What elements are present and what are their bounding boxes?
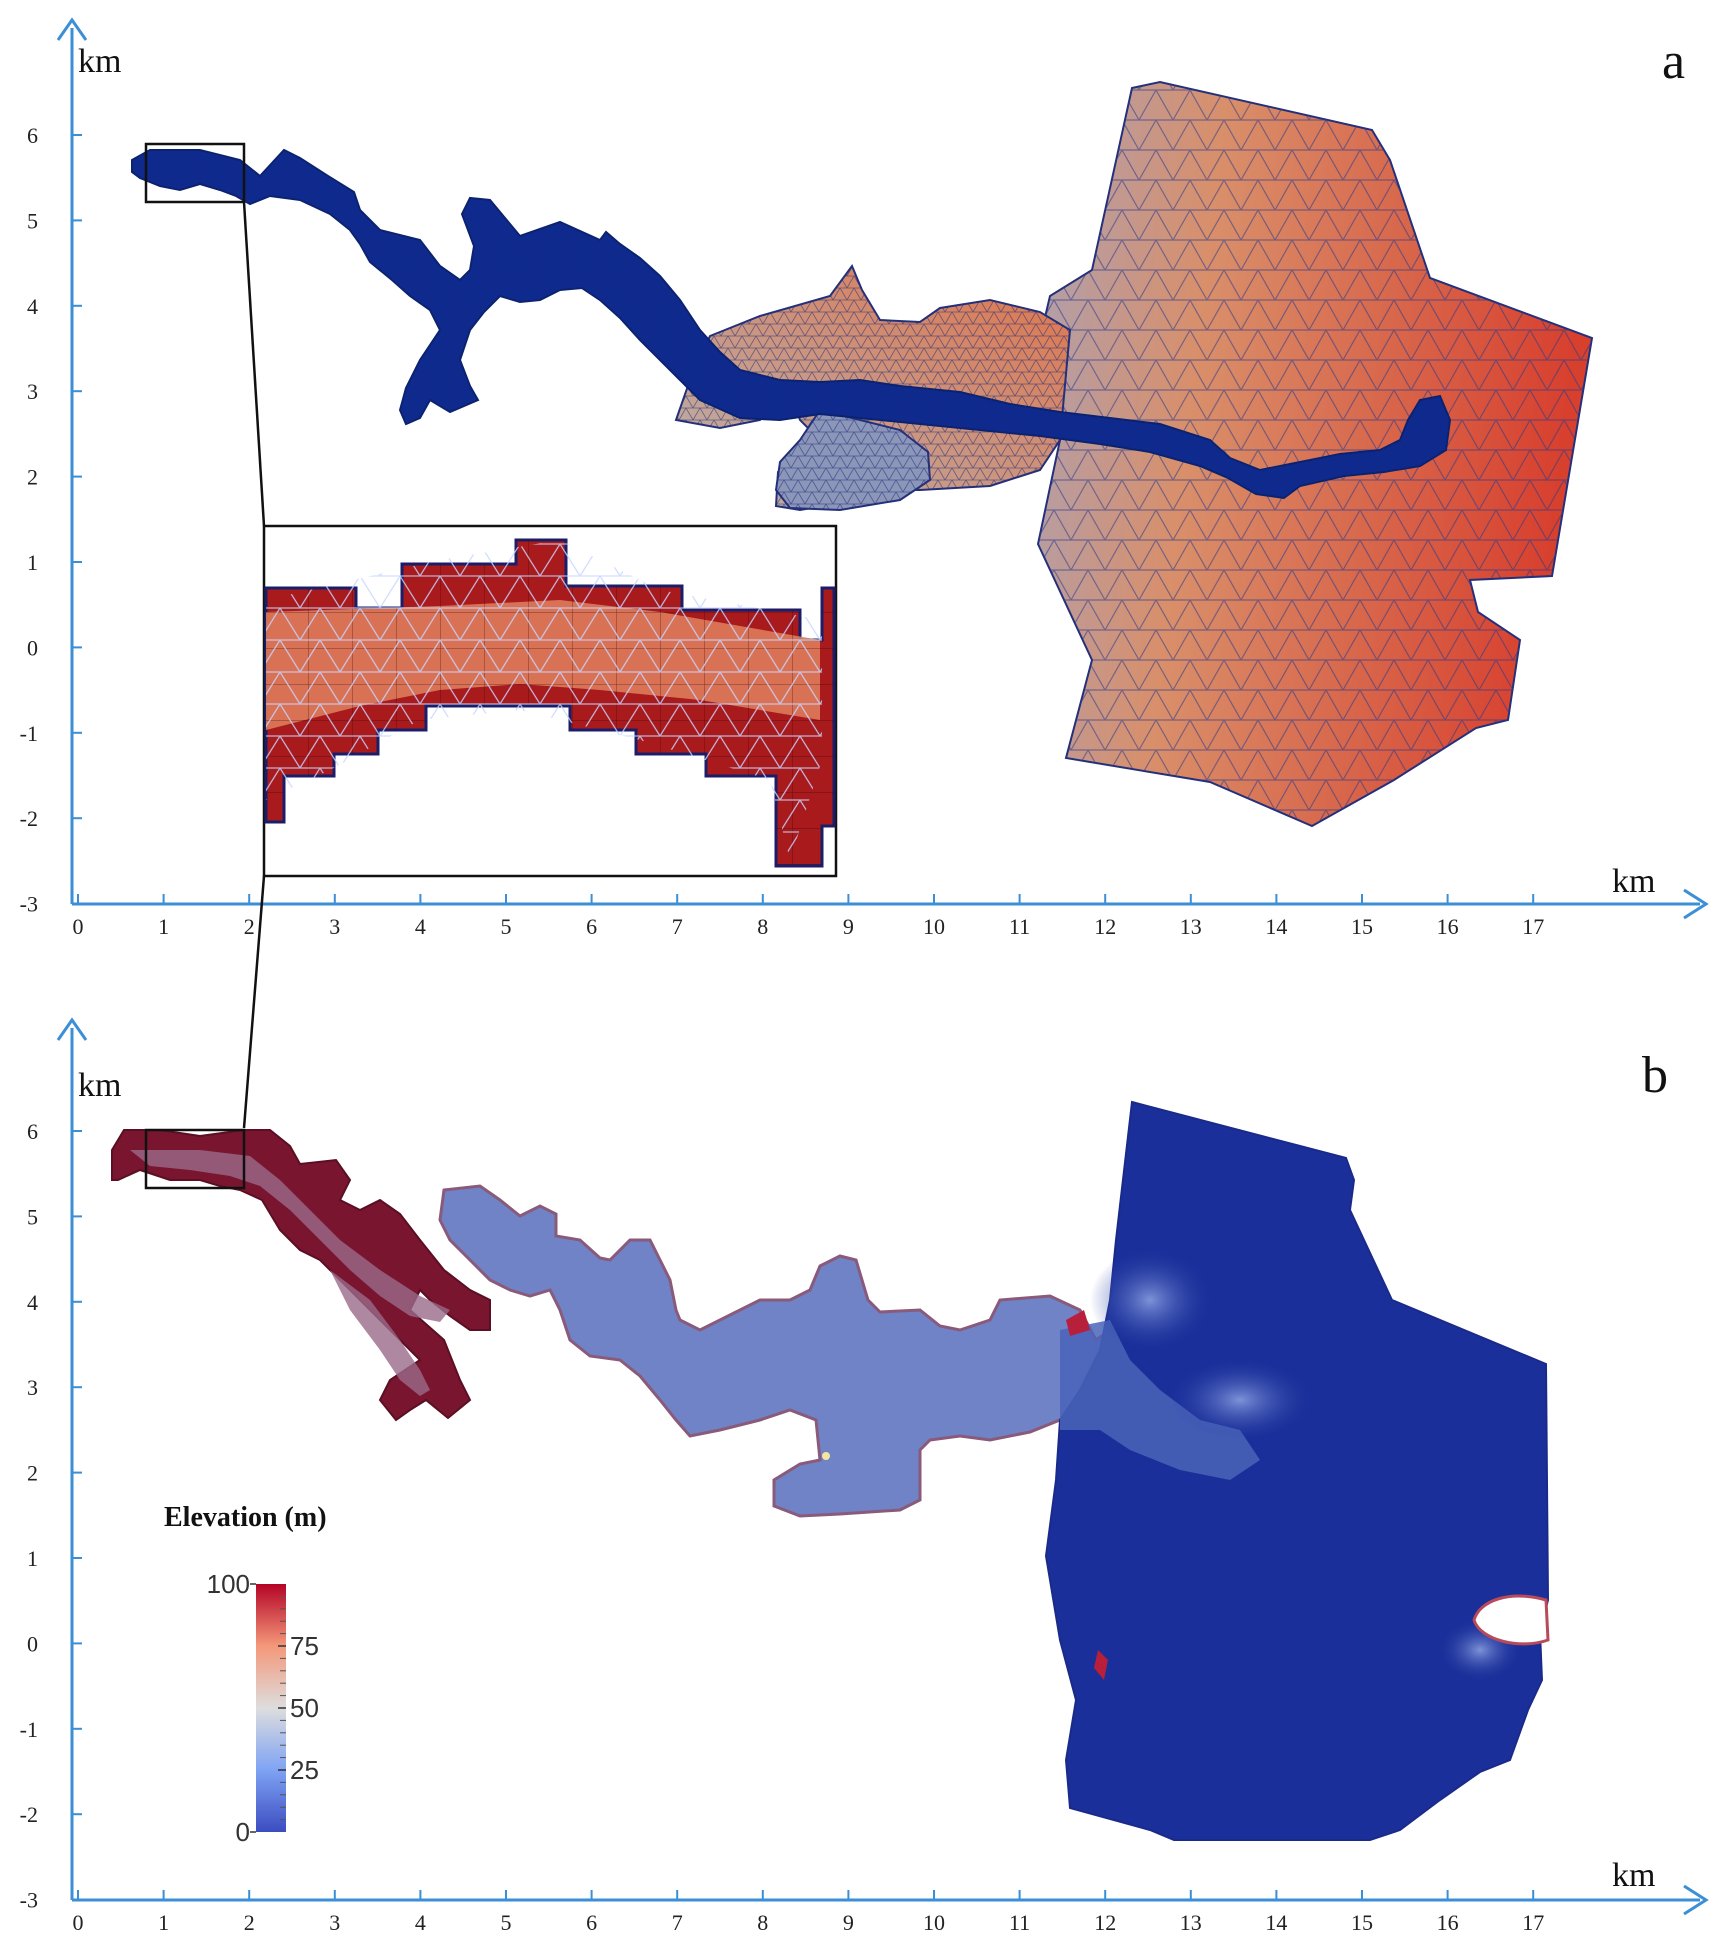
panel-a: 0 1 2 3 4 5 6 7 8 9 10 11 12 13 14 15 16 17 6543210-1-2-3… <box>20 17 1709 939</box>
panel-a-x-tick-label: 10 <box>923 914 945 939</box>
panel-b-x-tick-label: 8 <box>757 1910 768 1935</box>
panel-a-x-tick-label: 5 <box>501 914 512 939</box>
panel-b-x-tick-label: 2 <box>244 1910 255 1935</box>
panel-b-x-tick-label: 12 <box>1094 1910 1116 1935</box>
panel-a-axes: 0 1 2 3 4 5 6 7 8 9 10 11 12 13 14 15 16 17 6543210-1-2-3… <box>20 17 1709 939</box>
panel-a-y-tick-label: 4 <box>27 294 38 319</box>
colorbar-label: 0 <box>236 1817 250 1847</box>
panel-b-x-tick-label: 14 <box>1265 1910 1287 1935</box>
panel-b-x-tick-label: 7 <box>672 1910 683 1935</box>
panel-a-x-tick-label: 11 <box>1009 914 1030 939</box>
panel-b-y-tick-label: 0 <box>27 1631 38 1656</box>
panel-a-x-tick-label: 9 <box>843 914 854 939</box>
panel-b-x-tick-label: 17 <box>1522 1910 1544 1935</box>
colorbar-label: 75 <box>290 1631 319 1661</box>
elevation-map <box>111 1100 1550 1841</box>
panel-b-y-unit: km <box>78 1067 121 1104</box>
panel-a-letter: a <box>1662 33 1685 90</box>
panel-b-x-tick-label: 15 <box>1351 1910 1373 1935</box>
panel-a-x-tick-label: 7 <box>672 914 683 939</box>
panel-b-x-tick-label: 11 <box>1009 1910 1030 1935</box>
panel-b-y-tick-label: -1 <box>20 1717 38 1742</box>
panel-a-y-tick-label: 5 <box>27 208 38 233</box>
panel-a-x-tick-label: 12 <box>1094 914 1116 939</box>
panel-b-y-tick-label: -3 <box>20 1888 38 1913</box>
panel-b-x-tick-label: 5 <box>501 1910 512 1935</box>
elev-channel-inner <box>130 1150 450 1322</box>
elev-transition <box>1060 1320 1260 1480</box>
panel-b-x-tick-label: 13 <box>1180 1910 1202 1935</box>
inset-zoom <box>262 524 838 878</box>
panel-b-x-tick-label: 3 <box>329 1910 340 1935</box>
panel-a-x-tick-label: 16 <box>1437 914 1459 939</box>
mesh-domain <box>131 80 1594 828</box>
colorbar: Elevation (m) 100 75 50 25 0 <box>164 1502 327 1847</box>
panel-a-y-tick-label: 0 <box>27 635 38 660</box>
colorbar-label: 50 <box>290 1693 319 1723</box>
panel-b-axes: 0 1 2 3 4 5 6 7 8 9 10 11 12 13 14 15 16 17 6543210-1-2-3… <box>20 1017 1709 1935</box>
panel-b-x-tick-label: 4 <box>415 1910 426 1935</box>
panel-a-y-tick-label: 2 <box>27 465 38 490</box>
panel-b-x-tick-label: 0 <box>73 1910 84 1935</box>
panel-b-x-arrow <box>1683 1884 1709 1916</box>
panel-b-y-tick-label: 6 <box>27 1119 38 1144</box>
panel-a-x-unit: km <box>1612 863 1655 900</box>
panel-a-x-tick-label: 4 <box>415 914 426 939</box>
panel-a-y-tick-label: 6 <box>27 123 38 148</box>
panel-b-x-tick-label: 9 <box>843 1910 854 1935</box>
panel-b-x-tick-label: 1 <box>158 1910 169 1935</box>
panel-b-x-tick-label: 16 <box>1437 1910 1459 1935</box>
elev-marker-point <box>822 1452 830 1460</box>
panel-a-y-unit: km <box>78 43 121 80</box>
panel-a-y-arrow <box>56 17 88 41</box>
inset-mesh <box>266 540 822 860</box>
colorbar-label: 25 <box>290 1755 319 1785</box>
elev-river-banks <box>111 1129 491 1422</box>
panel-b-x-unit: km <box>1612 1857 1655 1894</box>
panel-a-y-tick-label: 3 <box>27 379 38 404</box>
connector-line-upper <box>242 201 266 527</box>
panel-a-x-tick-label: 1 <box>158 914 169 939</box>
panel-b-y-arrow <box>56 1017 88 1041</box>
panel-b-y-tick-label: 5 <box>27 1204 38 1229</box>
panel-b-y-tick-label: -2 <box>20 1802 38 1827</box>
panel-b-x-tick-label: 10 <box>923 1910 945 1935</box>
panel-b-y-tick-label: 1 <box>27 1546 38 1571</box>
panel-a-x-tick-label: 6 <box>586 914 597 939</box>
connector-line-lower <box>242 875 266 1129</box>
elev-middle-reach <box>438 1184 1112 1518</box>
mesh-outer-triangles <box>1026 82 1592 826</box>
panel-b-x-tick-label: 6 <box>586 1910 597 1935</box>
panel-b-y-tick-label: 3 <box>27 1375 38 1400</box>
panel-a-x-tick-label: 15 <box>1351 914 1373 939</box>
panel-b-y-tick-label: 2 <box>27 1461 38 1486</box>
elev-notch <box>1472 1594 1550 1646</box>
panel-a-x-tick-label: 2 <box>244 914 255 939</box>
panel-b-letter: b <box>1642 1047 1668 1104</box>
panel-a-x-tick-label: 3 <box>329 914 340 939</box>
panel-a-y-tick-label: -2 <box>20 806 38 831</box>
panel-a-x-tick-label: 13 <box>1180 914 1202 939</box>
panel-a-x-tick-label: 0 <box>73 914 84 939</box>
panel-a-y-tick-label: -1 <box>20 721 38 746</box>
panel-b-y-tick-label: 4 <box>27 1290 38 1315</box>
elev-lake-body <box>1044 1100 1550 1841</box>
panel-b: 0 1 2 3 4 5 6 7 8 9 10 11 12 13 14 15 16 17 6543210-1-2-3… <box>20 1017 1709 1935</box>
panel-a-x-tick-label: 8 <box>757 914 768 939</box>
colorbar-label: 100 <box>207 1569 250 1599</box>
panel-a-y-tick-label: -3 <box>20 892 38 917</box>
panel-a-y-tick-label: 1 <box>27 550 38 575</box>
panel-a-x-tick-label: 17 <box>1522 914 1544 939</box>
panel-b-zoom-box <box>144 1128 246 1190</box>
panel-a-zoom-box <box>144 142 246 204</box>
panel-a-x-tick-label: 14 <box>1265 914 1287 939</box>
panel-a-x-arrow <box>1683 888 1709 920</box>
colorbar-title: Elevation (m) <box>164 1502 327 1533</box>
